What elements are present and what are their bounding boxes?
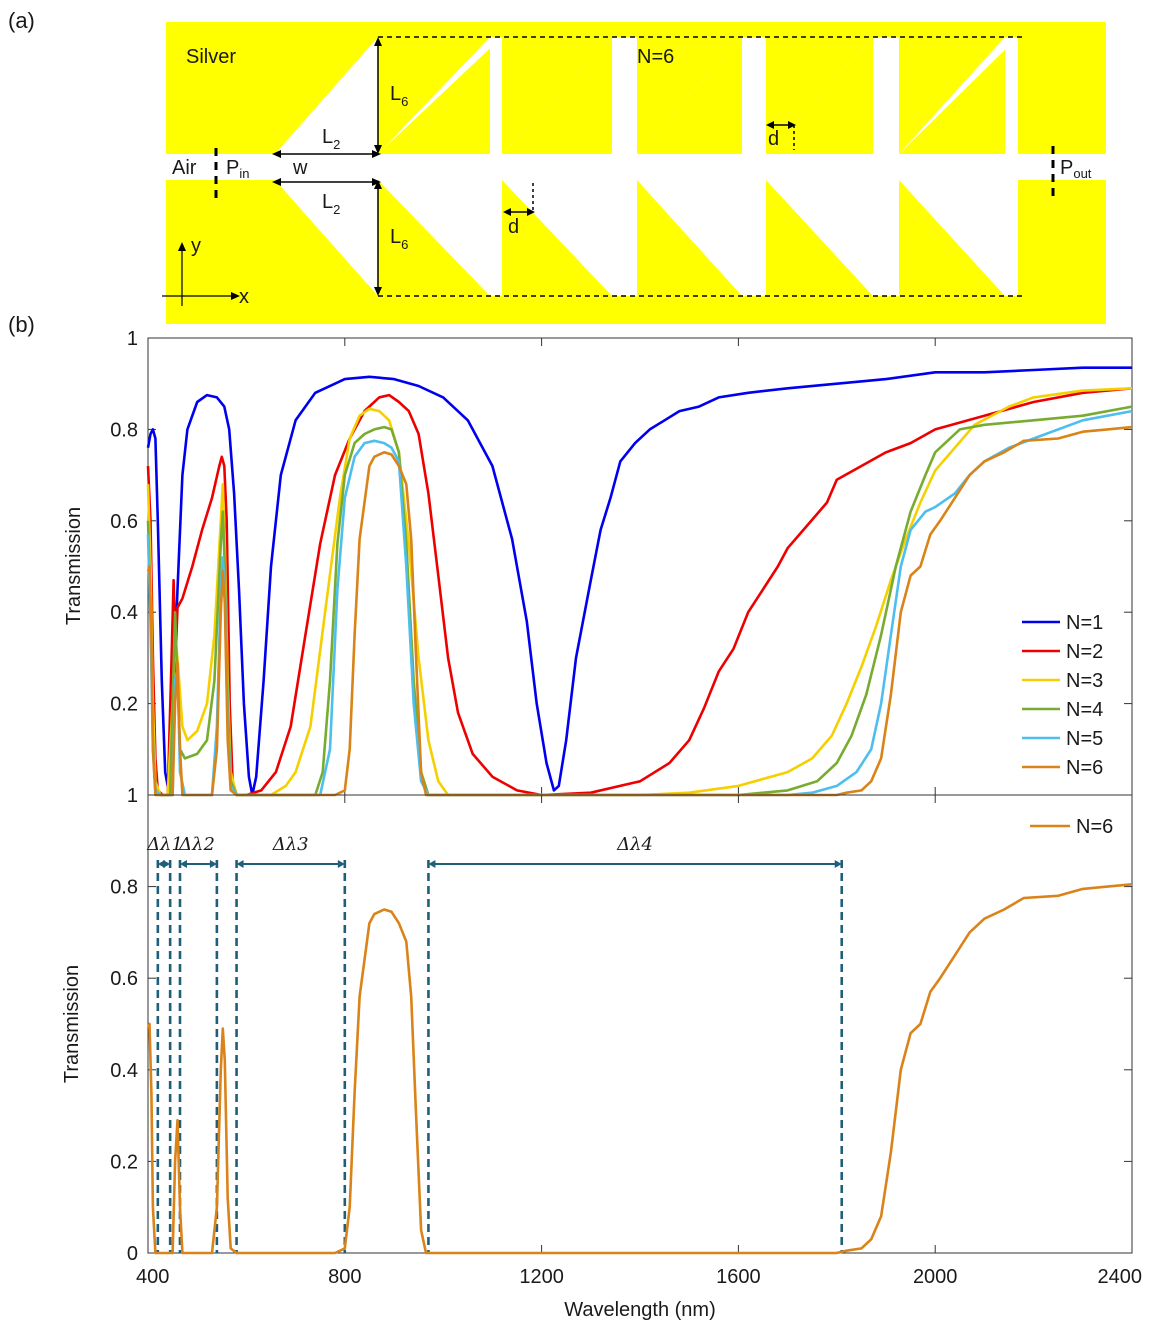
wedge-bottom-5 — [899, 180, 1005, 296]
x-tick-label: 2000 — [913, 1266, 958, 1288]
bottom-legend: N=6 — [1030, 816, 1113, 838]
y-tick-label: 0.6 — [110, 968, 138, 990]
bottom-ticks: 0 0.2 0.4 0.6 0.8 400 800 1200 1600 2000 2400 — [110, 795, 1142, 1288]
y-tick-label: 0.8 — [110, 877, 138, 899]
bottom-y-axis-label: Transmission — [61, 965, 83, 1083]
arrow-head — [834, 860, 842, 868]
arrow-head — [503, 208, 511, 216]
top-y-axis-label: Transmission — [63, 507, 85, 625]
arrow-head — [372, 150, 381, 158]
x-axis-label: Wavelength (nm) — [564, 1299, 716, 1321]
y-tick-label: 1 — [127, 785, 138, 807]
x-tick-label: 1600 — [716, 1266, 761, 1288]
series-line-n1 — [146, 366, 1132, 797]
legend-label: N=5 — [1066, 728, 1103, 750]
legend-label: N=2 — [1066, 641, 1103, 663]
series-line-n2 — [146, 387, 1133, 797]
y-tick-label: 0.4 — [110, 1060, 138, 1082]
arrow-head — [374, 37, 382, 46]
bandgap-label: Δλ2 — [178, 834, 215, 855]
arrow-head — [374, 287, 382, 296]
arrow-head — [272, 150, 281, 158]
cavity-top-4b — [742, 37, 766, 154]
arrow-head — [374, 180, 382, 189]
width-label: w — [292, 157, 308, 179]
y-axis-label: y — [191, 235, 201, 257]
legend-label: N=3 — [1066, 670, 1103, 692]
y-arrow-head — [178, 242, 186, 251]
arrow-head — [236, 860, 244, 868]
y-tick-label: 0.2 — [110, 694, 138, 716]
top-y-ticks: 1 0.8 0.6 0.4 0.2 1 — [110, 328, 1132, 807]
x-axis-label: x — [239, 286, 249, 308]
arrow-head — [163, 860, 171, 868]
shift-label-bottom: d — [508, 216, 519, 238]
cavity-bottom-1 — [275, 180, 378, 296]
panel-b-label: (b) — [8, 312, 35, 337]
x-tick-label: 1200 — [519, 1266, 564, 1288]
count-label: N=6 — [637, 46, 674, 68]
top-plot-frame — [147, 337, 1133, 796]
wedge-bottom-1 — [378, 180, 490, 296]
top-legend: N=1 N=2 N=3 N=4 N=5 N=6 — [1022, 612, 1103, 779]
top-series-group — [146, 366, 1133, 797]
legend-label: N=6 — [1066, 757, 1103, 779]
series-line-n5 — [146, 409, 1133, 797]
arrow-head — [374, 145, 382, 154]
arrow-head — [157, 860, 165, 868]
arrow-head — [766, 121, 774, 129]
wedge-top-5 — [899, 37, 1005, 154]
xy-axes — [162, 248, 234, 306]
bandgap-label: Δλ3 — [272, 834, 309, 855]
x-tick-label: 2400 — [1098, 1266, 1143, 1288]
x-tick-label: 400 — [136, 1266, 169, 1288]
arrow-head — [372, 178, 381, 186]
material-label: Silver — [186, 46, 236, 68]
y-tick-label: 0.4 — [110, 602, 138, 624]
panel-a-label: (a) — [8, 8, 35, 33]
series-line-n6 — [146, 425, 1133, 797]
y-tick-label: 1 — [127, 328, 138, 350]
waveguide-structure — [166, 22, 1106, 324]
cavity-top-6b — [1005, 37, 1018, 154]
legend-label: N=1 — [1066, 612, 1103, 634]
medium-label: Air — [172, 157, 197, 179]
series-line-n3 — [146, 387, 1133, 797]
series-line-n4 — [146, 405, 1133, 797]
arrow-head — [209, 860, 217, 868]
arrow-head — [337, 860, 345, 868]
legend-label: N=4 — [1066, 699, 1103, 721]
series-line-n6 — [146, 883, 1133, 1255]
arrow-head — [788, 121, 796, 129]
legend-label: N=6 — [1076, 816, 1113, 838]
shift-label-top: d — [768, 128, 779, 150]
cavity-top-2 — [378, 37, 502, 154]
arrow-head — [272, 178, 281, 186]
cavity-top-fill-2 — [490, 37, 502, 154]
arrow-head — [527, 208, 535, 216]
y-tick-label: 0 — [127, 1243, 138, 1265]
wedge-top-2 — [502, 37, 612, 154]
arrow-head — [179, 860, 187, 868]
x-tick-label: 800 — [328, 1266, 361, 1288]
x-arrow-head — [231, 292, 240, 300]
cavity-top-1 — [275, 37, 378, 154]
cavity-top-5b — [873, 37, 899, 154]
y-tick-label: 0.6 — [110, 511, 138, 533]
wedge-top-1 — [378, 37, 490, 154]
wedge-bottom-4 — [766, 180, 873, 296]
y-tick-label: 0.2 — [110, 1151, 138, 1173]
wedge-bottom-2 — [502, 180, 612, 296]
arrow-head — [428, 860, 436, 868]
bottom-series-group — [146, 883, 1133, 1255]
cavity-top-3b — [612, 37, 637, 154]
bandgap-label: Δλ1 — [146, 834, 183, 855]
y-tick-label: 0.8 — [110, 419, 138, 441]
air-channel — [166, 154, 1106, 180]
wedge-top-3 — [637, 37, 742, 154]
wedge-bottom-3 — [637, 180, 742, 296]
bandgap-label: Δλ4 — [616, 834, 653, 855]
